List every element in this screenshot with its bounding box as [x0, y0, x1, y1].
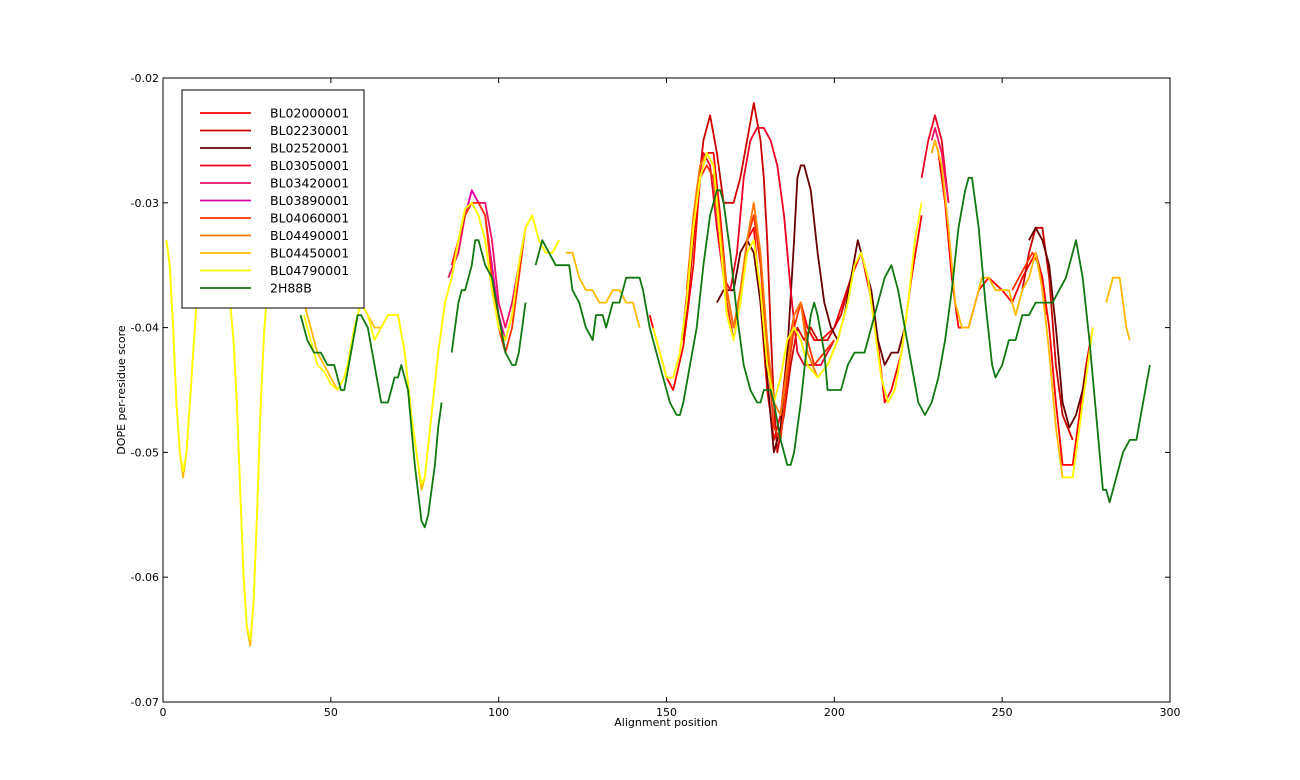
y-tick-label: -0.05 — [131, 446, 159, 459]
legend-label: BL02000001 — [270, 106, 349, 121]
y-axis-label: DOPE per-residue score — [115, 325, 128, 455]
series-line-BL02000001-segment-1 — [930, 139, 1094, 466]
series-BL04790001 — [165, 151, 1094, 641]
series-line-BL04060001-segment-0 — [450, 201, 527, 354]
legend-entry-BL04060001: BL04060001 — [200, 211, 349, 226]
legend-entry-BL04490001: BL04490001 — [200, 228, 349, 243]
series-line-BL03050001-segment-0 — [682, 127, 836, 366]
legend-label: BL04060001 — [270, 211, 349, 226]
legend-entry-BL02000001: BL02000001 — [200, 106, 349, 121]
y-tick-label: -0.07 — [131, 696, 159, 709]
x-tick-label: 100 — [488, 706, 509, 719]
legend-label: 2H88B — [270, 281, 312, 296]
series-line-BL03420001-segment-1 — [930, 127, 950, 203]
series-line-BL04790001-segment-4 — [1062, 327, 1094, 479]
series-line-BL02520001-segment-1 — [1028, 226, 1091, 429]
series-line-BL04790001-segment-2 — [303, 201, 560, 485]
legend-label: BL03420001 — [270, 176, 349, 191]
series-line-2H88B-segment-0 — [299, 314, 443, 529]
legend-label: BL02230001 — [270, 123, 349, 138]
legend-label: BL03890001 — [270, 193, 349, 208]
series-line-2H88B-segment-2 — [534, 176, 1151, 504]
legend-label: BL03050001 — [270, 158, 349, 173]
legend-items: BL02000001 BL02230001 BL02520001 BL03050001… — [200, 106, 349, 296]
y-axis-ticks: -0.07 -0.06 -0.05 -0.04 -0.03 -0.02 — [131, 72, 1170, 709]
legend-entry-2H88B: 2H88B — [200, 281, 312, 296]
series-2H88B — [299, 176, 1151, 529]
legend-label: BL02520001 — [270, 141, 349, 156]
legend-entry-BL03420001: BL03420001 — [200, 176, 349, 191]
y-tick-label: -0.04 — [131, 322, 159, 335]
x-tick-label: 0 — [160, 706, 167, 719]
legend-entry-BL02520001: BL02520001 — [200, 141, 349, 156]
series-layer — [165, 102, 1151, 647]
y-tick-label: -0.02 — [131, 72, 159, 85]
series-line-BL03050001-segment-1 — [920, 114, 950, 203]
series-BL02520001 — [716, 164, 1091, 454]
legend-box — [181, 89, 365, 309]
series-BL03050001 — [682, 114, 950, 366]
x-tick-label: 150 — [656, 706, 677, 719]
x-tick-label: 250 — [992, 706, 1013, 719]
series-line-BL04450001-segment-3 — [565, 251, 641, 328]
x-tick-label: 50 — [324, 706, 338, 719]
legend-entry-BL04790001: BL04790001 — [200, 263, 349, 278]
x-tick-label: 300 — [1160, 706, 1181, 719]
x-axis-ticks: 0 50 100 150 200 250 300 — [160, 78, 1181, 719]
series-line-2H88B-segment-1 — [450, 239, 527, 366]
series-line-BL02520001-segment-0 — [716, 164, 906, 454]
series-line-BL04790001-segment-3 — [652, 151, 923, 404]
x-axis-label: Alignment position — [614, 716, 717, 729]
series-line-BL04790001-segment-0 — [165, 240, 198, 473]
legend: BL02000001 BL02230001 BL02520001 BL03050001… — [181, 89, 365, 309]
series-line-BL04450001-segment-6 — [1105, 276, 1131, 341]
y-tick-label: -0.03 — [131, 197, 159, 210]
legend-label: BL04490001 — [270, 228, 349, 243]
y-tick-label: -0.06 — [131, 571, 159, 584]
legend-entry-BL03050001: BL03050001 — [200, 158, 349, 173]
x-tick-label: 200 — [824, 706, 845, 719]
legend-entry-BL03890001: BL03890001 — [200, 193, 349, 208]
legend-entry-BL04450001: BL04450001 — [200, 246, 349, 261]
legend-label: BL04790001 — [270, 263, 349, 278]
series-line-BL04790001-segment-1 — [229, 290, 268, 641]
legend-label: BL04450001 — [270, 246, 349, 261]
legend-entry-BL02230001: BL02230001 — [200, 123, 349, 138]
